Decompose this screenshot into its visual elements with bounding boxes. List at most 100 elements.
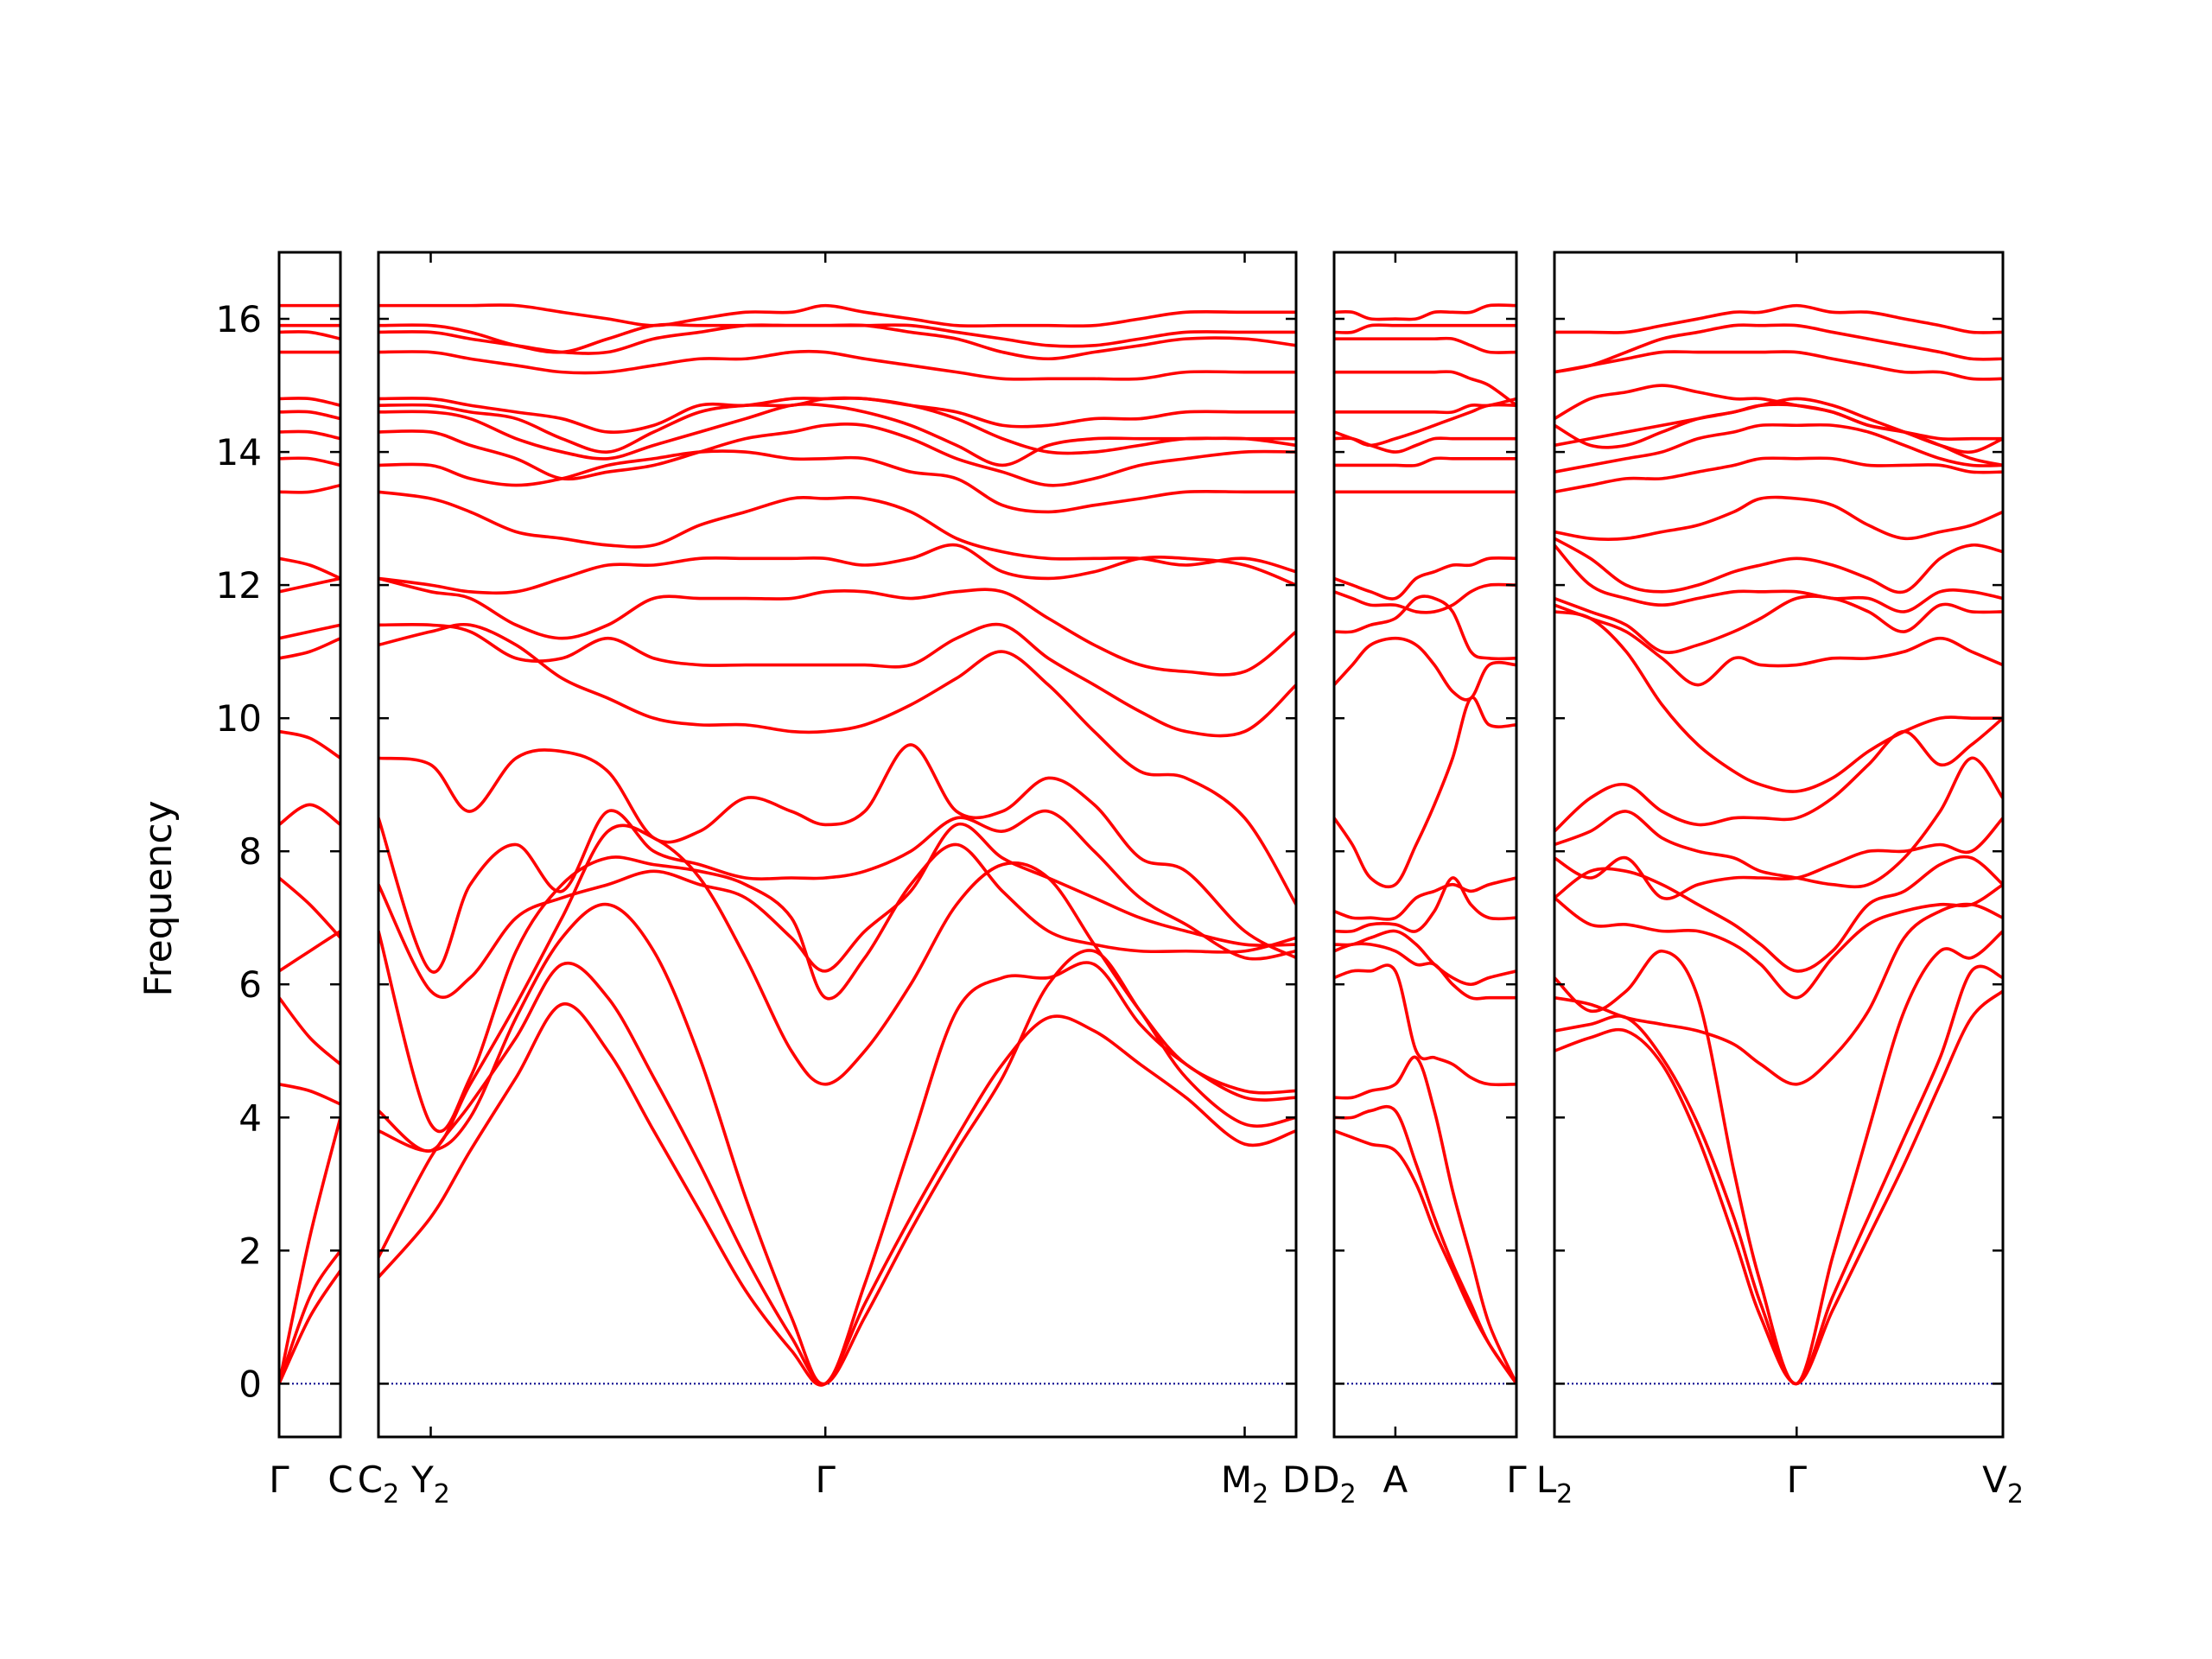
band-line (279, 1268, 340, 1386)
band-line (1334, 336, 1516, 354)
band-line (1334, 303, 1516, 321)
band-line (1554, 855, 2003, 973)
band-line (1554, 456, 2003, 494)
x-tick-label: M2 (1221, 1459, 1268, 1510)
band-line (378, 490, 1296, 574)
band-line (378, 809, 1296, 974)
band-line (1334, 456, 1516, 467)
band-line (1554, 882, 2003, 1000)
x-tick-label: Γ (815, 1459, 836, 1501)
band-line (378, 902, 1296, 1386)
band-line (279, 330, 340, 340)
x-tick-label: A (1383, 1459, 1408, 1501)
x-tick-label: L2 (1536, 1459, 1573, 1510)
band-line (378, 449, 1296, 514)
band-line (279, 1249, 340, 1386)
band-line (1554, 816, 2003, 900)
band-line (1334, 636, 1516, 702)
band-lines (279, 303, 340, 1386)
band-line (1554, 543, 2003, 613)
band-line (378, 322, 1296, 354)
band-line (1334, 403, 1516, 448)
panel-frame (1553, 251, 2005, 1439)
band-line (279, 1082, 340, 1106)
panel-2: C2 Y2 Γ M2 D (358, 251, 1310, 1510)
band-lines (1334, 303, 1516, 1386)
band-line (279, 456, 340, 467)
y-tick-label: 12 (216, 564, 262, 607)
band-line (1554, 756, 2003, 889)
band-line (279, 556, 340, 581)
band-line (1334, 876, 1516, 921)
band-line (1334, 696, 1516, 889)
band-line (1334, 1055, 1516, 1386)
y-tick-label: 2 (238, 1230, 262, 1272)
y-tick-label: 10 (216, 697, 262, 740)
band-line (279, 397, 340, 407)
band-line (279, 729, 340, 760)
band-line (1554, 350, 2003, 381)
band-line (1554, 423, 2003, 474)
band-line (378, 622, 1296, 738)
y-axis-title: Frequency (137, 800, 181, 996)
band-line (378, 1002, 1296, 1387)
panel-frame (1332, 251, 1518, 1439)
band-line (1554, 989, 2003, 1386)
panel-3: D2 A Γ (1312, 251, 1527, 1510)
band-line (1554, 495, 2003, 541)
band-lines (1554, 303, 2003, 1386)
band-line (1554, 323, 2003, 374)
x-tick-label: D2 (1312, 1459, 1356, 1510)
band-line (1554, 384, 2003, 442)
band-line (279, 995, 340, 1066)
band-line (378, 576, 1296, 677)
y-tick-label: 14 (216, 431, 262, 474)
band-line (378, 303, 1296, 328)
y-tick-label: 0 (238, 1363, 262, 1405)
x-tick-label: Γ (269, 1459, 289, 1501)
band-line (1334, 876, 1516, 933)
band-line (378, 743, 1296, 960)
band-line (378, 402, 1296, 467)
band-line (1334, 942, 1516, 1001)
x-tick-label: C (327, 1459, 353, 1501)
panel-4: L2 Γ V2 (1536, 251, 2024, 1510)
x-tick-label: V2 (1982, 1459, 2024, 1510)
band-line (1554, 537, 2003, 594)
band-line (378, 842, 1296, 1134)
band-line (1334, 1104, 1516, 1386)
band-line (1334, 436, 1516, 454)
band-line (378, 422, 1296, 487)
band-line (1334, 556, 1516, 601)
x-tick-label: C2 (358, 1459, 399, 1510)
band-line (1334, 594, 1516, 661)
x-tick-label: Γ (1787, 1459, 1808, 1501)
band-line (1334, 397, 1516, 415)
band-line (279, 1116, 340, 1386)
panel-frame (277, 251, 342, 1439)
band-line (1554, 716, 2003, 833)
x-tick-label: Y2 (410, 1459, 450, 1510)
band-line (1334, 929, 1516, 987)
band-line (1554, 929, 2003, 1386)
band-line (279, 429, 340, 441)
band-line (1554, 603, 2003, 687)
band-line (279, 623, 340, 640)
band-line (279, 576, 340, 594)
panel-frame (377, 251, 1298, 1439)
band-line (279, 636, 340, 660)
band-line (378, 397, 1296, 435)
band-line (1554, 902, 2003, 1086)
band-line (1554, 303, 2003, 334)
y-tick-label: 8 (238, 830, 262, 873)
y-tick-label: 6 (238, 963, 262, 1006)
band-line (1334, 323, 1516, 334)
band-line (378, 349, 1296, 381)
band-line (279, 410, 340, 421)
band-line (378, 822, 1296, 999)
band-line (378, 543, 1296, 595)
x-tick-label: Γ (1506, 1459, 1527, 1501)
